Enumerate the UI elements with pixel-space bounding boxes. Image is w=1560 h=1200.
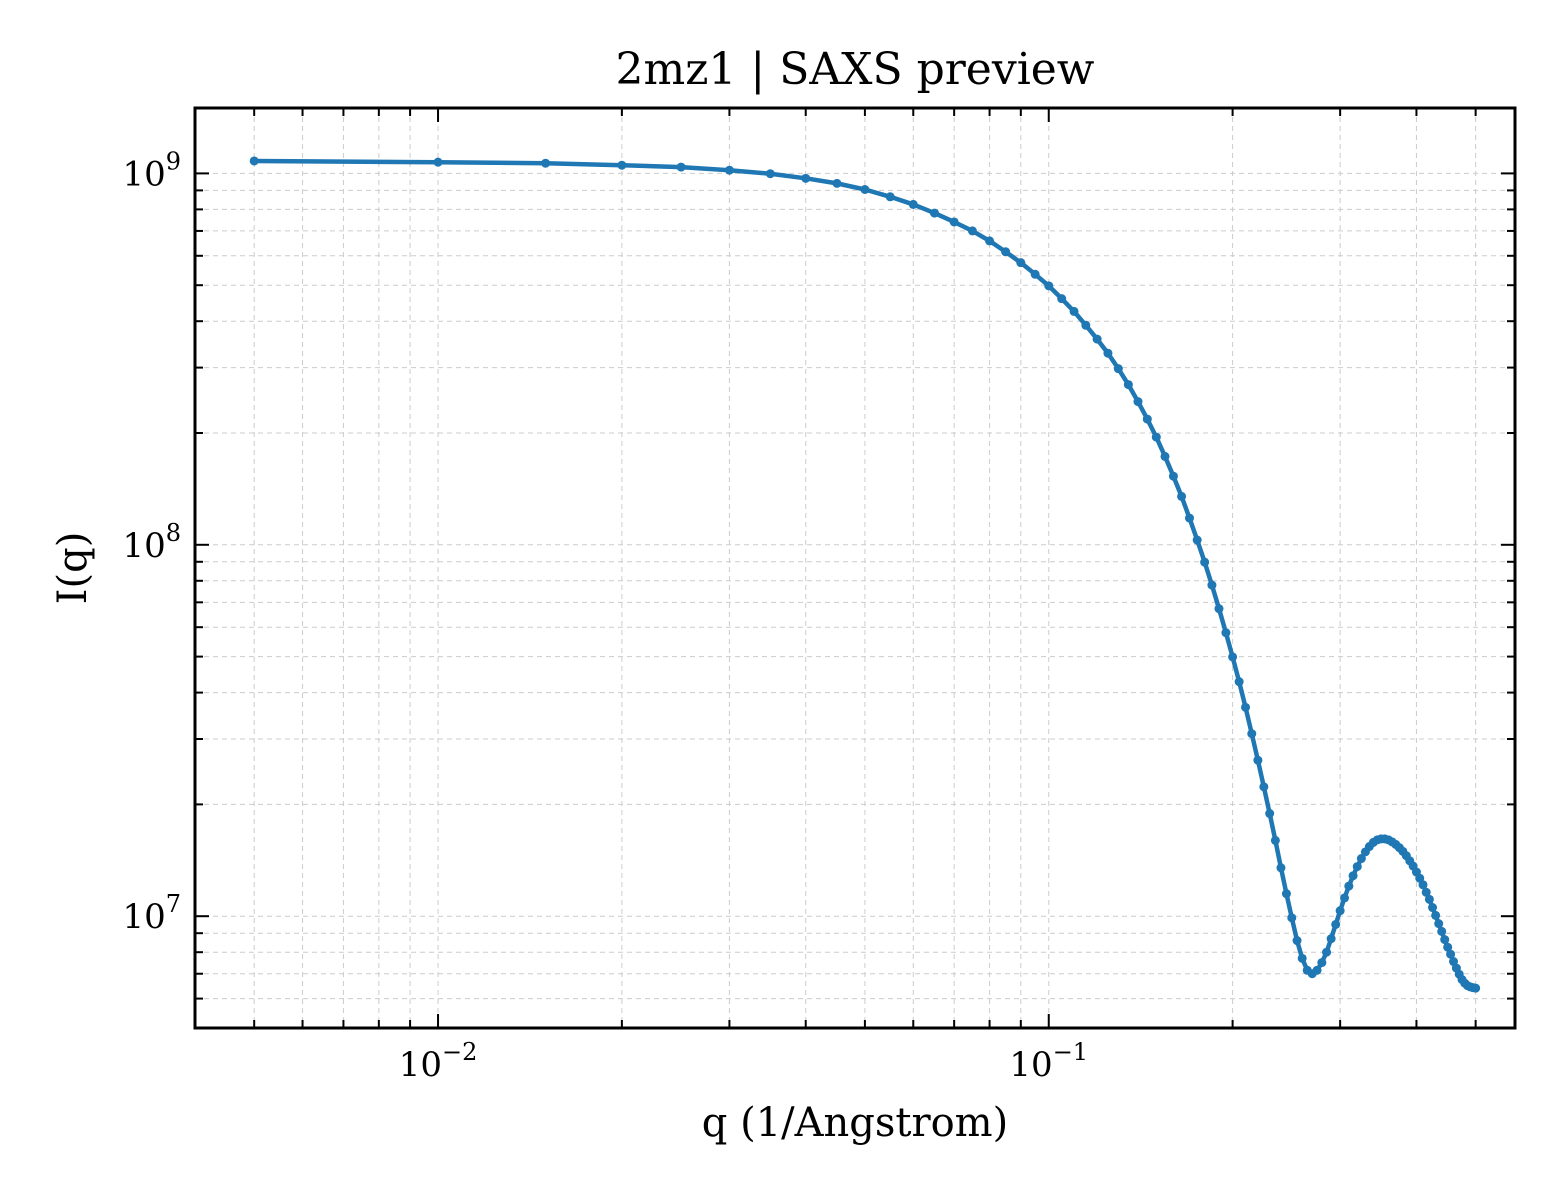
data-point <box>1276 863 1286 873</box>
data-point <box>724 165 734 175</box>
data-point <box>1228 652 1238 662</box>
data-point <box>1287 913 1297 923</box>
data-point <box>1221 628 1231 638</box>
data-point <box>1113 364 1123 374</box>
data-point <box>1331 919 1341 929</box>
data-point <box>1081 320 1091 330</box>
data-point <box>1214 604 1224 614</box>
data-point <box>860 185 870 195</box>
tick-labels: 10−2 10−1 107 108 109 <box>122 147 1088 1085</box>
data-point <box>1431 910 1441 920</box>
data-point <box>1270 835 1280 845</box>
axis-ticks <box>194 108 1515 1029</box>
data-point <box>1160 451 1170 461</box>
data-point <box>1057 294 1067 304</box>
data-point <box>1352 862 1362 872</box>
data-point <box>1340 893 1350 903</box>
data-point <box>1418 880 1428 890</box>
data-point <box>676 162 686 172</box>
data-point <box>1356 854 1366 864</box>
data-point <box>1253 755 1263 765</box>
data-point <box>1247 729 1257 739</box>
data-point <box>1200 557 1210 567</box>
data-point <box>1265 809 1275 819</box>
data-point <box>1168 471 1178 481</box>
data-point <box>1326 934 1336 944</box>
data-point <box>885 192 895 202</box>
data-point <box>1317 958 1327 968</box>
data-point <box>908 199 918 209</box>
data-point <box>1177 491 1187 501</box>
data-point <box>1434 919 1444 929</box>
data-point <box>1322 947 1332 957</box>
data-point <box>1437 926 1447 936</box>
data-point <box>1192 535 1202 545</box>
data-point <box>1446 949 1456 959</box>
data-point <box>1344 881 1354 891</box>
data-point <box>949 217 959 227</box>
data-point <box>1348 871 1358 881</box>
data-point <box>1443 942 1453 952</box>
data-point <box>1281 889 1291 899</box>
chart-title: 2mz1 | SAXS preview <box>616 44 1095 95</box>
data-point <box>1207 580 1217 590</box>
data-point <box>1424 894 1434 904</box>
y-tick-label: 108 <box>122 519 181 566</box>
data-point <box>1044 281 1054 291</box>
data-point <box>1030 269 1040 279</box>
data-point <box>1440 935 1450 945</box>
data-point <box>1428 903 1438 913</box>
data-point <box>1241 702 1251 712</box>
x-tick-label: 10−1 <box>1009 1038 1088 1085</box>
data-point <box>765 169 775 179</box>
data-point <box>1335 906 1345 916</box>
data-point <box>541 158 551 168</box>
data-point <box>1016 258 1026 268</box>
data-point <box>1069 306 1079 316</box>
data-point <box>1123 380 1133 390</box>
data-point <box>1297 953 1307 963</box>
data-point <box>1421 887 1431 897</box>
data-point <box>1259 782 1269 792</box>
data-point <box>967 226 977 236</box>
data-point <box>617 160 627 170</box>
data-point <box>1292 936 1302 946</box>
series-layer <box>249 156 1481 993</box>
data-point <box>801 173 811 183</box>
data-point <box>433 157 443 167</box>
x-tick-label: 10−2 <box>399 1038 478 1085</box>
y-axis-label: I(q) <box>50 532 96 605</box>
data-point <box>985 236 995 246</box>
data-point <box>249 156 259 166</box>
data-point <box>1142 414 1152 424</box>
data-point <box>1471 983 1481 993</box>
y-tick-label: 107 <box>122 890 181 937</box>
data-point <box>1092 334 1102 344</box>
data-point <box>1133 397 1143 407</box>
data-point <box>929 208 939 218</box>
data-point <box>832 178 842 188</box>
data-point <box>1151 432 1161 442</box>
y-tick-label: 109 <box>122 147 181 194</box>
data-point <box>1103 348 1113 358</box>
data-point <box>1184 513 1194 523</box>
grid-lines <box>194 108 1515 1029</box>
data-point <box>1312 965 1322 975</box>
x-axis-label: q (1/Angstrom) <box>702 1100 1008 1146</box>
data-point <box>1234 677 1244 687</box>
plot-frame <box>193 106 1517 1030</box>
data-point <box>1001 247 1011 257</box>
